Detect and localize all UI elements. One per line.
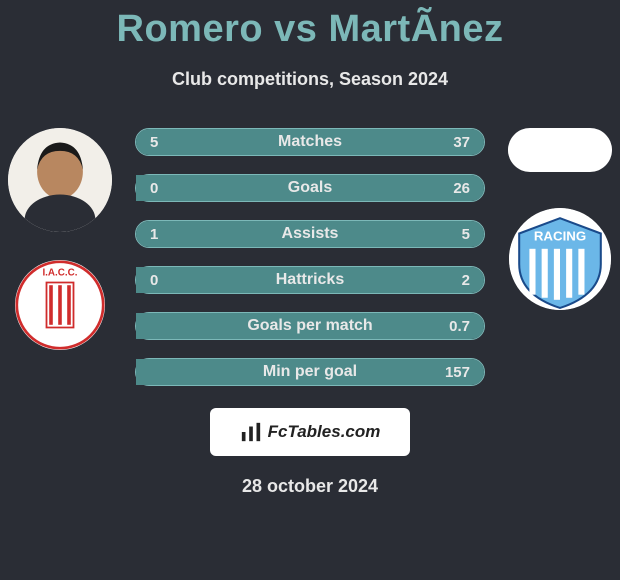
player-right-avatar	[508, 128, 612, 172]
club-badge-icon: RACING	[509, 208, 611, 310]
page-title: Romero vs MartÃ­nez	[0, 0, 620, 51]
stat-fill-right	[195, 221, 484, 247]
stat-value-right: 0.7	[449, 318, 470, 335]
chart-icon	[240, 421, 262, 443]
branding-badge: FcTables.com	[210, 408, 410, 456]
stat-value-left: 0	[150, 272, 158, 289]
club-badge-icon: I.A.C.C.	[15, 260, 105, 350]
stat-fill-left	[136, 221, 195, 247]
stat-label: Matches	[278, 133, 342, 151]
date-text: 28 october 2024	[0, 476, 620, 497]
avatar-blank-icon	[508, 128, 612, 172]
stat-value-right: 26	[453, 180, 470, 197]
stat-value-right: 2	[462, 272, 470, 289]
club-right-text: RACING	[534, 229, 586, 244]
stat-row: 5 Matches 37	[135, 128, 485, 156]
stat-row: Goals per match 0.7	[135, 312, 485, 340]
player-left-column: I.A.C.C.	[8, 128, 112, 350]
stat-row: Min per goal 157	[135, 358, 485, 386]
subtitle: Club competitions, Season 2024	[0, 69, 620, 90]
stat-value-left: 5	[150, 134, 158, 151]
stats-list: 5 Matches 37 0 Goals 26 1 Assists 5 0 Hattricks 2 Go…	[135, 128, 485, 386]
stat-value-left: 1	[150, 226, 158, 243]
stat-row: 1 Assists 5	[135, 220, 485, 248]
club-right-badge: RACING	[509, 208, 611, 310]
stat-row: 0 Hattricks 2	[135, 266, 485, 294]
stat-value-right: 5	[462, 226, 470, 243]
player-left-avatar	[8, 128, 112, 232]
stat-value-right: 37	[453, 134, 470, 151]
stat-label: Min per goal	[263, 363, 357, 381]
club-left-text: I.A.C.C.	[42, 267, 77, 278]
club-left-badge: I.A.C.C.	[15, 260, 105, 350]
player-right-column: RACING	[508, 128, 612, 310]
stat-label: Assists	[282, 225, 339, 243]
stat-value-left: 0	[150, 180, 158, 197]
stat-row: 0 Goals 26	[135, 174, 485, 202]
stat-value-right: 157	[445, 364, 470, 381]
stat-label: Goals per match	[247, 317, 372, 335]
branding-text: FcTables.com	[268, 422, 381, 442]
comparison-content: I.A.C.C. RACING 5Matches370Goals261Ass	[0, 128, 620, 497]
stat-label: Goals	[288, 179, 332, 197]
avatar-placeholder-icon	[8, 128, 112, 232]
stat-label: Hattricks	[276, 271, 344, 289]
